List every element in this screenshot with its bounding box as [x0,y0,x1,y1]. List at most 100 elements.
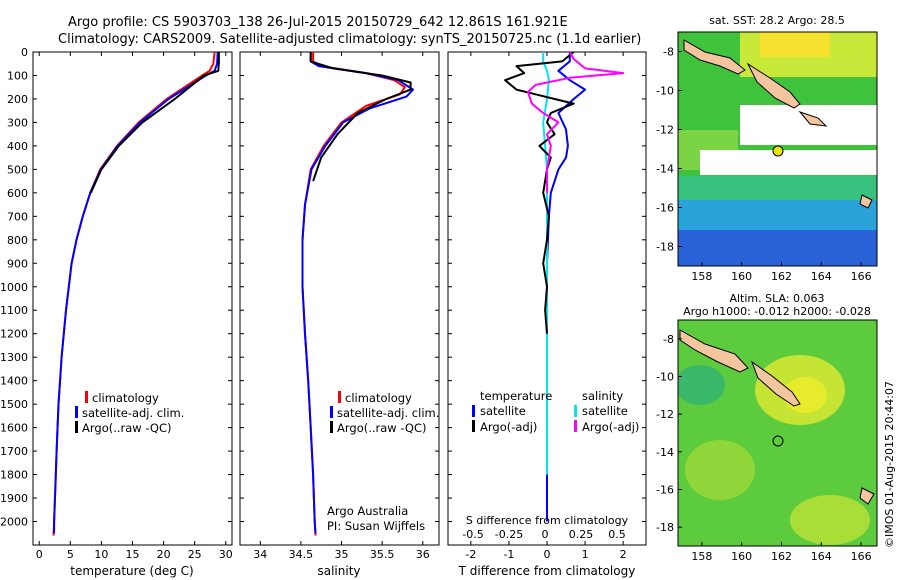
x-tick-label: 34 [253,548,267,561]
legend-label: satellite [480,404,526,418]
sst-map-frame [677,31,878,267]
depth-tick-label: 2000 [0,516,28,529]
legend-label: climatology [345,391,412,405]
salinity-panel [239,51,440,546]
map-lon-label: 166 [851,550,872,563]
annotation-argo-australia: Argo Australia [327,504,408,518]
difference-xlabel-top: S difference from climatology [466,514,629,527]
difference-legend: temperature satellite Argo(-adj) salinit… [472,389,639,434]
sla-low-patch [678,365,725,405]
imos-watermark: ©IMOS 01-Aug-2015 20:44:07 [883,381,896,548]
salinity-series [301,52,414,536]
depth-tick-label: 0 [21,46,28,59]
series-line [89,52,220,194]
depth-tick-label: 1200 [0,328,28,341]
depth-tick-label: 400 [7,140,28,153]
depth-tick-label: 1100 [0,304,28,317]
temperature-panel [32,51,233,546]
x-tick-label: 35.5 [370,548,395,561]
legend-swatch-climatology [338,391,341,403]
series-line [542,52,550,475]
legend-swatch-s-argo [574,420,577,432]
x-tick-label: 2 [620,548,627,561]
map-lat-label: -18 [656,521,674,534]
depth-tick-label: 1900 [0,492,28,505]
x-tick-label: 0 [544,548,551,561]
x-tick-label: 0 [36,548,43,561]
map-lat-label: -14 [656,163,674,176]
legend-label: Argo(-adj) [480,420,537,434]
sst-map-title: sat. SST: 28.2 Argo: 28.5 [709,14,845,27]
argo-location-marker [772,145,784,157]
map-lat-label: -8 [663,333,674,346]
depth-tick-label: 500 [7,163,28,176]
map-lat-label: -16 [656,484,674,497]
map-lon-label: 162 [771,550,792,563]
depth-tick-label: 300 [7,116,28,129]
legend-title-salinity: salinity [582,389,623,403]
x-tick-label: 10 [94,548,108,561]
series-line [504,52,575,334]
annotation-pi: PI: Susan Wijffels [327,519,425,533]
sla-map-ticks: -8 -10 -12 -14 -16 -18 158 160 162 164 166 [656,333,872,563]
argo-location-marker [772,435,784,447]
depth-tick-label: 700 [7,210,28,223]
x-tick-label: 20 [157,548,171,561]
depth-tick-label: 100 [7,69,28,82]
depth-tick-label: 1600 [0,422,28,435]
depth-tick-label: 1000 [0,281,28,294]
legend-label: satellite [582,404,628,418]
sst-cloud-gap [740,105,877,145]
sst-cool-band [678,200,877,230]
depth-tick-label: 200 [7,93,28,106]
top-tick-label: -0.25 [495,528,523,541]
map-lat-label: -12 [656,408,674,421]
x-tick-label: 36 [416,548,430,561]
depth-tick-label: 900 [7,257,28,270]
map-lon-label: 160 [731,270,752,283]
island [683,39,746,75]
x-tick-label: 35 [335,548,349,561]
depth-tick-label: 800 [7,234,28,247]
sst-cloud-gap [700,150,877,175]
x-tick-label: 30 [219,548,233,561]
depth-tick-label: 1500 [0,398,28,411]
map-lat-label: -8 [663,46,674,59]
top-tick-label: 0.5 [608,528,626,541]
x-tick-label: -2 [465,548,476,561]
difference-xlabel: T difference from climatology [458,564,636,578]
legend-swatch-climatology [85,391,88,403]
series-line [309,52,412,182]
temperature-xlabel: temperature (deg C) [70,564,193,578]
legend-label: Argo(..raw -QC) [82,421,172,435]
sst-cold-band [678,230,877,266]
difference-series [504,52,625,522]
sla-patch [790,495,870,545]
map-lat-label: -10 [656,85,674,98]
sla-patch [685,440,755,500]
map-lon-label: 158 [691,270,712,283]
x-tick-label: 5 [67,548,74,561]
island [859,487,875,505]
map-lat-label: -10 [656,371,674,384]
map-lat-label: -14 [656,446,674,459]
header-line-2: Climatology: CARS2009. Satellite-adjuste… [58,32,641,47]
sst-cool-band [678,176,877,200]
map-lat-label: -18 [656,241,674,254]
temperature-series [52,52,220,536]
island [859,194,873,209]
x-tick-label: 34.5 [289,548,314,561]
sst-map [678,32,877,266]
x-tick-label: 25 [188,548,202,561]
depth-tick-label: 600 [7,187,28,200]
legend-swatch-satellite [330,406,333,418]
legend-label: Argo(..raw -QC) [337,421,427,435]
sla-map-frame [677,319,878,547]
legend-title-temperature: temperature [480,389,552,403]
salinity-xlabel: salinity [317,564,360,578]
legend-label: Argo(-adj) [582,420,639,434]
depth-tick-labels: 0 100 200 300 400 500 600 700 800 900 1000 1100 1200… [0,46,28,529]
sla-map-title-1: Altim. SLA: 0.063 [729,292,824,305]
x-tick-label: 15 [126,548,140,561]
